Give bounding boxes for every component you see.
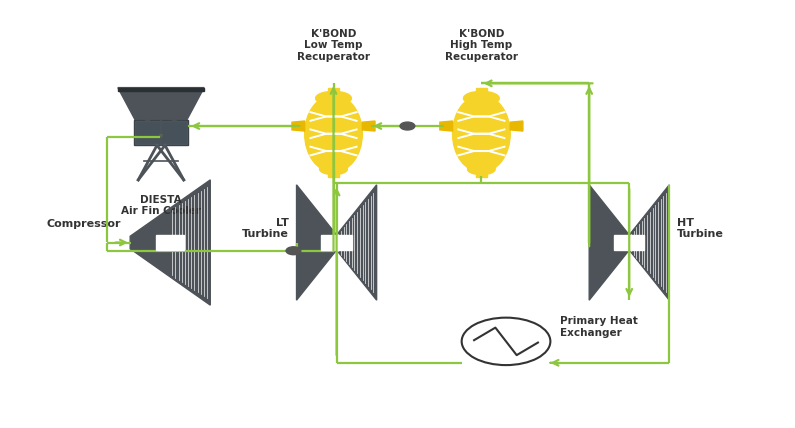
Polygon shape [328, 88, 339, 98]
Text: K'BOND
High Temp
Recuperator: K'BOND High Temp Recuperator [445, 29, 518, 62]
Polygon shape [589, 185, 669, 300]
Polygon shape [118, 88, 204, 91]
Text: LT
Turbine: LT Turbine [242, 218, 289, 239]
Text: HT
Turbine: HT Turbine [677, 218, 724, 239]
Polygon shape [118, 88, 204, 120]
Polygon shape [135, 121, 187, 144]
Circle shape [400, 122, 415, 130]
Polygon shape [510, 121, 523, 131]
Ellipse shape [463, 91, 499, 105]
Ellipse shape [316, 91, 351, 105]
Text: DIESTA
Air Fin Cooler: DIESTA Air Fin Cooler [121, 195, 201, 216]
Polygon shape [440, 121, 452, 131]
Ellipse shape [452, 95, 510, 172]
Circle shape [173, 119, 176, 121]
Polygon shape [614, 235, 645, 250]
Circle shape [286, 247, 301, 255]
Circle shape [145, 119, 149, 121]
Polygon shape [292, 121, 304, 131]
Polygon shape [130, 180, 210, 305]
Polygon shape [328, 169, 339, 177]
Polygon shape [134, 120, 188, 145]
Polygon shape [297, 185, 377, 300]
Polygon shape [363, 121, 375, 131]
Polygon shape [476, 169, 487, 177]
Ellipse shape [467, 164, 495, 175]
Polygon shape [156, 235, 184, 250]
Polygon shape [321, 235, 352, 250]
Ellipse shape [304, 95, 363, 172]
Text: K'BOND
Low Temp
Recuperator: K'BOND Low Temp Recuperator [297, 29, 370, 62]
Text: Compressor: Compressor [46, 219, 121, 229]
Ellipse shape [320, 164, 347, 175]
Polygon shape [476, 88, 487, 98]
Text: Primary Heat
Exchanger: Primary Heat Exchanger [560, 316, 638, 338]
